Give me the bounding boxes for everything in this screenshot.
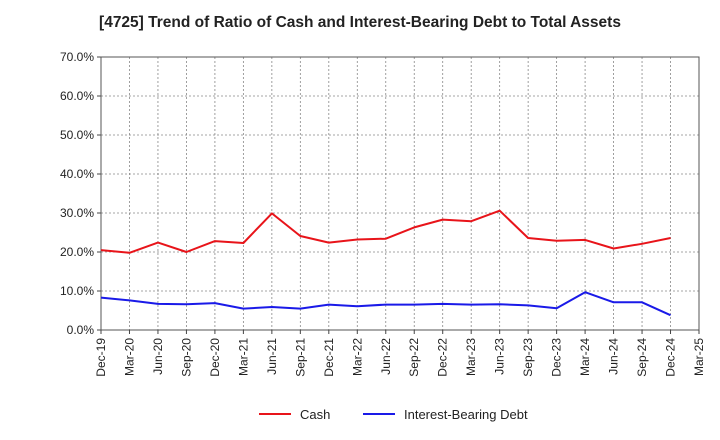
y-tick-label: 20.0% <box>60 245 94 259</box>
legend: Cash Interest-Bearing Debt <box>259 407 528 422</box>
legend-label: Cash <box>300 407 330 422</box>
x-tick-label: Mar-20 <box>122 338 136 376</box>
x-tick-label: Sep-24 <box>635 338 649 377</box>
x-tick-label: Dec-22 <box>436 338 450 377</box>
x-tick-label: Dec-24 <box>664 338 678 377</box>
axes: 0.0% 10.0% 20.0% 30.0% 40.0% 50.0% 60.0% 70.0% D… <box>60 50 706 377</box>
plot-background <box>101 57 699 330</box>
y-tick-label: 60.0% <box>60 89 94 103</box>
y-tick-label: 30.0% <box>60 206 94 220</box>
x-tick-label: Jun-21 <box>265 338 279 375</box>
x-tick-label: Jun-23 <box>493 338 507 375</box>
x-tick-label: Jun-24 <box>607 338 621 375</box>
x-tick-label: Jun-22 <box>379 338 393 375</box>
series-line-interest-bearing-debt <box>100 291 671 317</box>
x-tick-label: Mar-21 <box>236 338 250 376</box>
plot-border <box>100 56 700 331</box>
y-tick-label: 40.0% <box>60 167 94 181</box>
series-line-cash <box>100 209 671 254</box>
x-tick-label: Dec-19 <box>94 338 108 377</box>
x-tick-label: Sep-23 <box>521 338 535 377</box>
series-layer <box>100 209 671 317</box>
y-tick-label: 0.0% <box>67 323 95 337</box>
chart-title: [4725] Trend of Ratio of Cash and Intere… <box>99 14 621 31</box>
grid <box>100 56 700 331</box>
y-tick-label: 50.0% <box>60 128 94 142</box>
x-tick-label: Jun-20 <box>151 338 165 375</box>
x-tick-label: Dec-20 <box>208 338 222 377</box>
y-tick-label: 70.0% <box>60 50 94 64</box>
y-tick-label: 10.0% <box>60 284 94 298</box>
x-tick-label: Mar-25 <box>692 338 706 376</box>
x-tick-label: Sep-22 <box>407 338 421 377</box>
x-tick-label: Sep-20 <box>179 338 193 377</box>
x-tick-label: Dec-21 <box>322 338 336 377</box>
x-tick-label: Dec-23 <box>550 338 564 377</box>
x-tick-label: Mar-24 <box>578 338 592 376</box>
x-tick-label: Mar-23 <box>464 338 478 376</box>
legend-label: Interest-Bearing Debt <box>404 407 528 422</box>
x-tick-label: Mar-22 <box>350 338 364 376</box>
x-tick-label: Sep-21 <box>293 338 307 377</box>
